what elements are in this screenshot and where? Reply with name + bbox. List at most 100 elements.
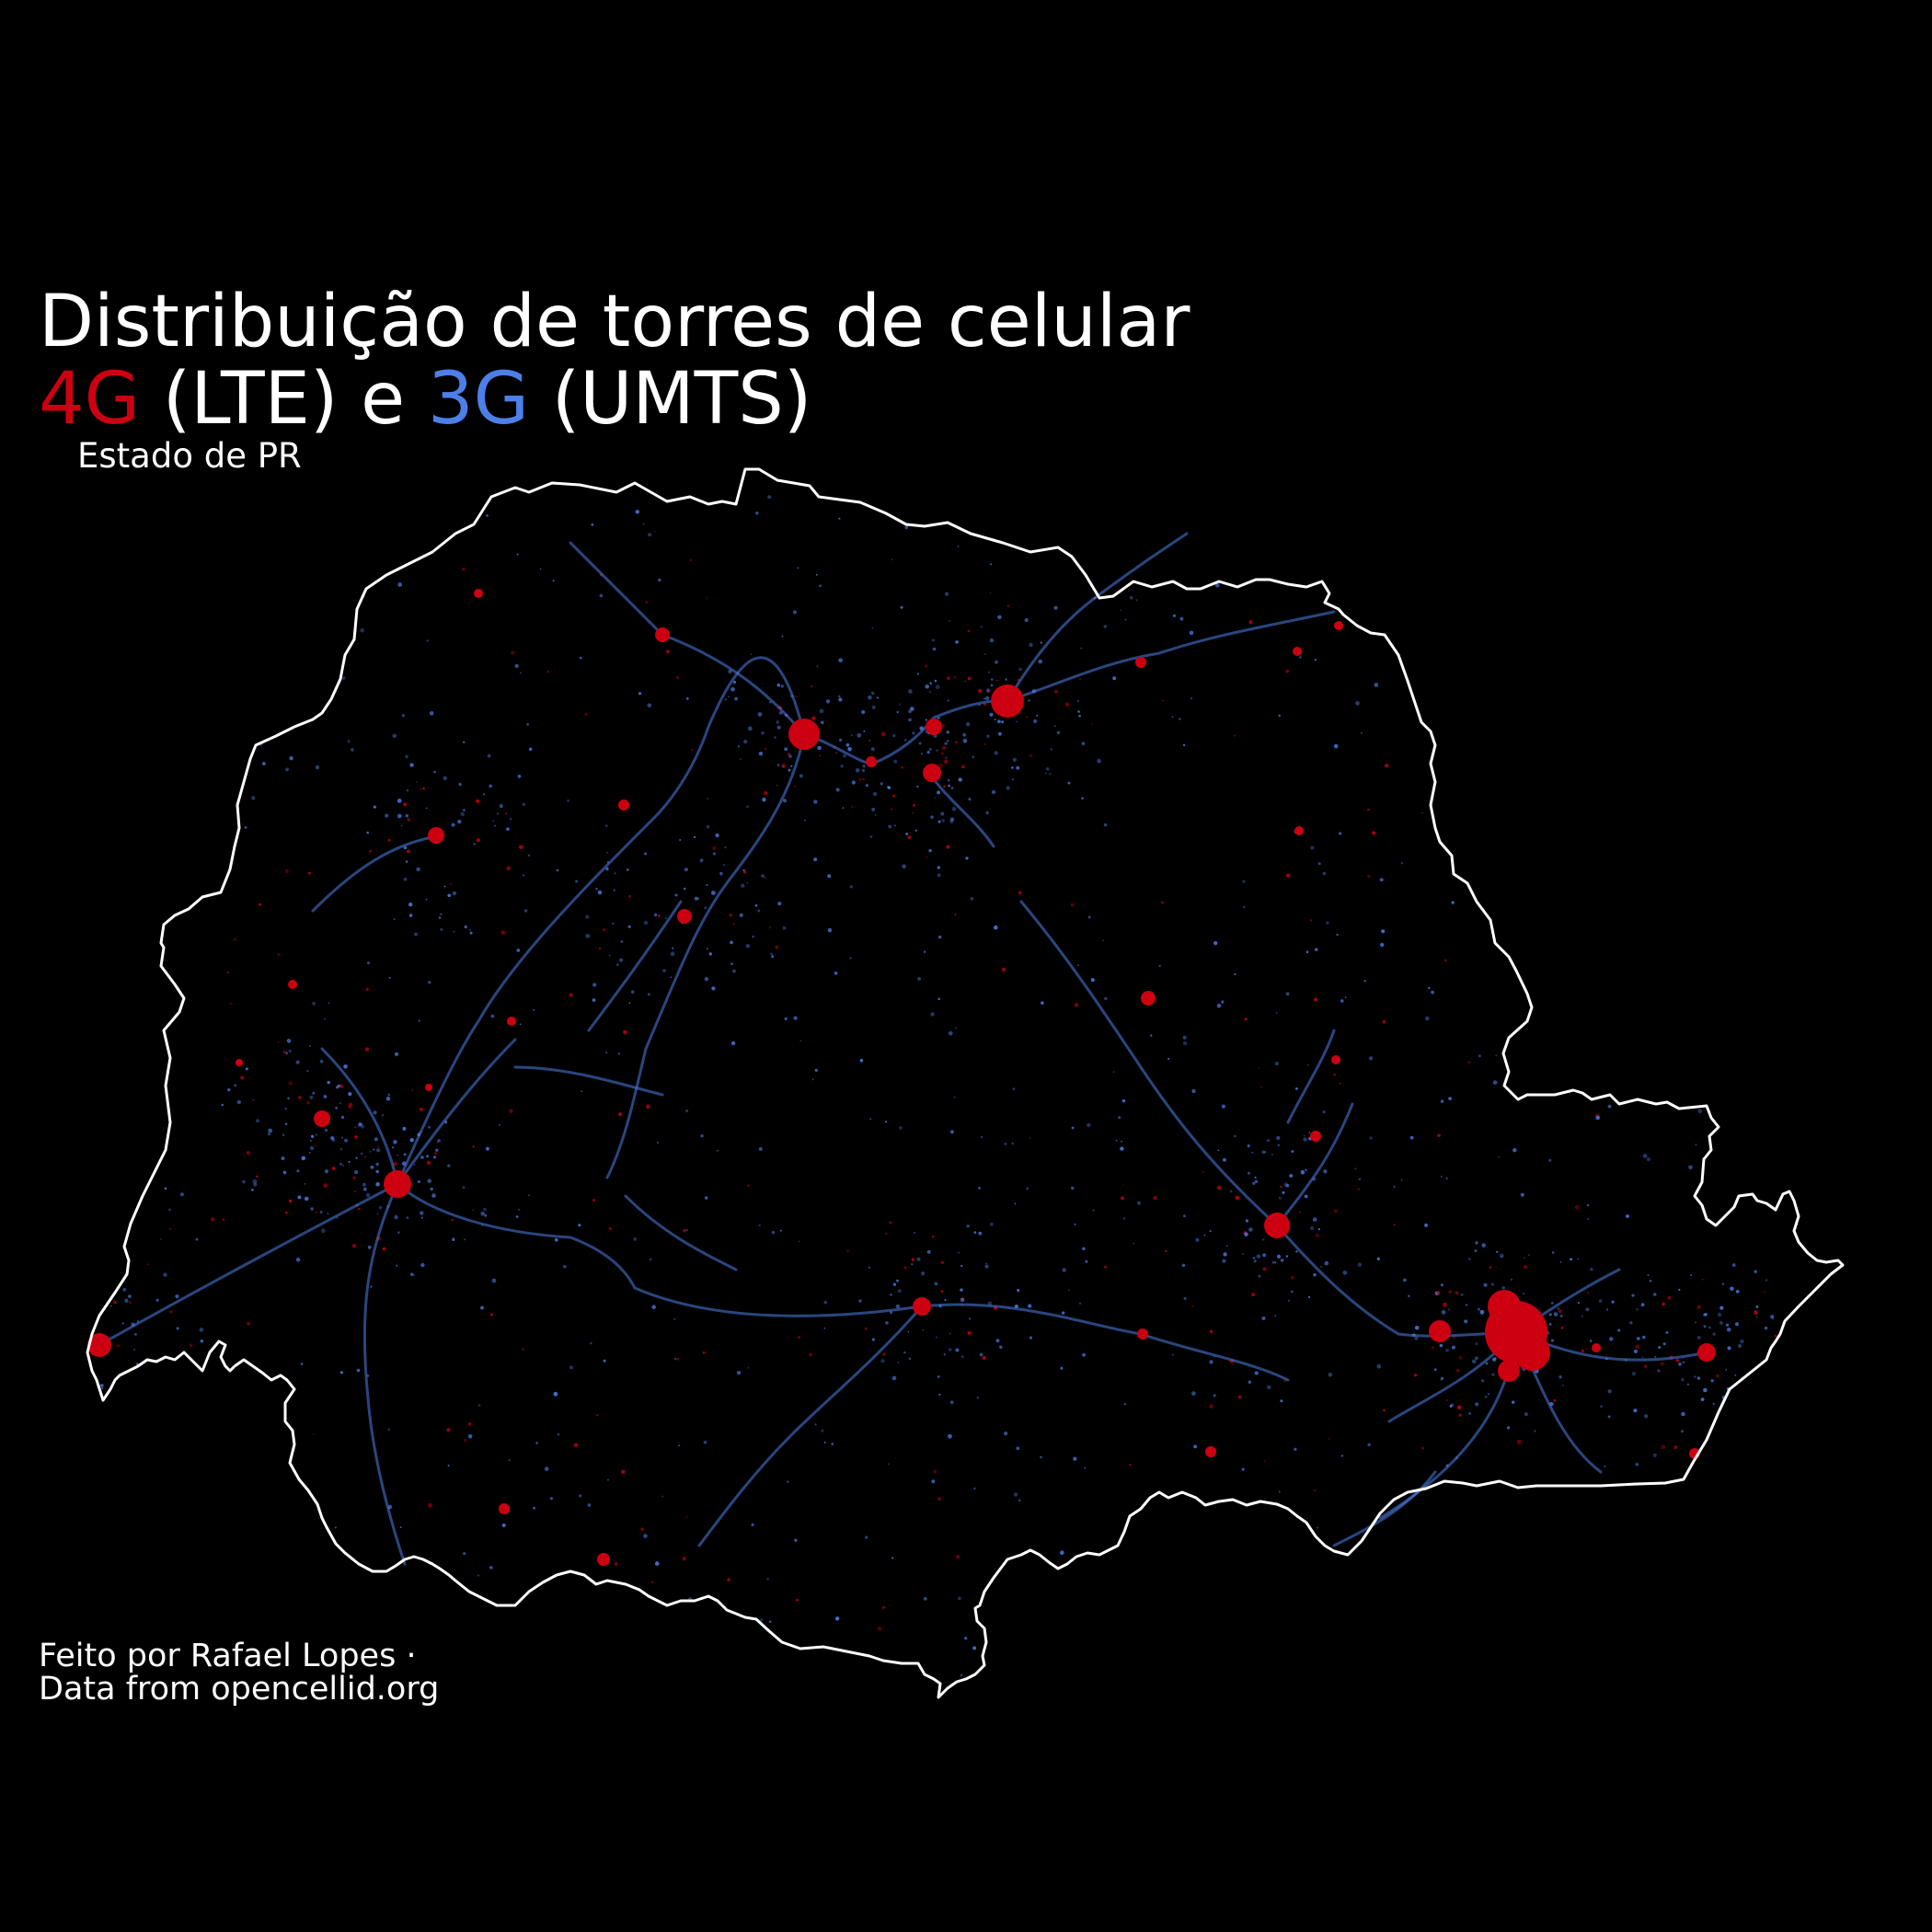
umts-tower-point: [1104, 996, 1108, 1001]
umts-tower-point: [1490, 1282, 1494, 1286]
umts-tower-point: [1182, 1035, 1187, 1040]
umts-tower-point: [1252, 1257, 1256, 1259]
umts-tower-point: [973, 1487, 976, 1489]
umts-tower-point: [133, 1332, 137, 1336]
umts-tower-point: [1649, 1279, 1652, 1282]
umts-tower-point: [1282, 1190, 1285, 1194]
umts-tower-point: [654, 1561, 660, 1566]
umts-tower-point: [1629, 1321, 1633, 1325]
umts-tower-point: [443, 776, 448, 781]
umts-tower-point: [643, 1534, 648, 1538]
umts-tower-point: [781, 635, 784, 638]
umts-tower-point: [799, 1040, 801, 1042]
lte-tower-point: [1421, 1446, 1424, 1450]
umts-tower-point: [978, 1231, 983, 1236]
umts-tower-point: [301, 1156, 306, 1161]
umts-tower-point: [1520, 1192, 1524, 1197]
lte-tower-point: [798, 1336, 800, 1339]
lte-tower-point: [675, 675, 680, 679]
lte-tower-point: [960, 765, 965, 769]
lte-tower-point: [892, 794, 896, 798]
umts-label: 3G: [427, 358, 530, 441]
umts-tower-point: [1254, 1176, 1257, 1179]
umts-tower-point: [312, 1002, 316, 1006]
umts-tower-point: [1376, 1257, 1380, 1260]
lte-tower-point: [1445, 1399, 1448, 1402]
umts-tower-point: [1595, 1115, 1600, 1121]
umts-tower-point: [949, 817, 955, 822]
umts-tower-point: [814, 1423, 817, 1426]
umts-tower-point: [315, 765, 320, 770]
umts-tower-point: [1501, 1285, 1506, 1290]
lte-tower-point: [598, 947, 602, 950]
umts-tower-point: [435, 1148, 439, 1152]
umts-tower-point: [405, 860, 408, 863]
umts-tower-point: [839, 738, 843, 742]
umts-tower-point: [612, 922, 615, 926]
umts-tower-point: [995, 1339, 1000, 1343]
umts-tower-point: [401, 714, 405, 718]
umts-tower-point: [385, 1096, 391, 1101]
umts-tower-point: [973, 1231, 977, 1234]
umts-tower-point: [1314, 948, 1318, 951]
umts-tower-point: [155, 1298, 159, 1302]
umts-tower-point: [658, 578, 661, 582]
umts-tower-point: [928, 747, 932, 752]
umts-tower-point: [1122, 1217, 1126, 1220]
umts-tower-point: [694, 835, 696, 839]
lte-tower-point: [628, 894, 632, 898]
umts-tower-point: [1607, 1389, 1612, 1394]
umts-tower-point: [1026, 1187, 1029, 1190]
umts-tower-point: [776, 725, 781, 730]
lte-tower-point: [1286, 873, 1291, 878]
umts-tower-point: [428, 981, 431, 984]
umts-tower-point: [1475, 1356, 1478, 1361]
lte-tower-point: [1238, 1395, 1242, 1399]
lte-tower-point: [288, 1199, 293, 1203]
umts-tower-point: [760, 874, 765, 879]
umts-tower-point: [1277, 1144, 1281, 1146]
umts-tower-point: [1553, 1312, 1558, 1317]
umts-tower-point: [1558, 1375, 1562, 1379]
umts-tower-point: [1291, 1290, 1294, 1294]
umts-tower-point: [1548, 1313, 1552, 1317]
lte-tower-point: [511, 650, 514, 655]
umts-tower-point: [642, 523, 645, 525]
umts-tower-point: [1712, 1402, 1715, 1405]
lte-tower-point: [640, 1527, 644, 1531]
umts-tower-point: [1500, 1253, 1504, 1259]
umts-tower-point: [751, 1523, 754, 1526]
lte-tower-point: [240, 1075, 245, 1080]
map-title: Distribuição de torres de celular 4G (LT…: [39, 283, 1190, 438]
umts-tower-point: [1121, 1098, 1126, 1103]
umts-tower-point: [1097, 758, 1101, 764]
lte-tower-point: [476, 799, 480, 803]
umts-tower-point: [1604, 1465, 1606, 1467]
lte-tower-point: [1558, 1309, 1562, 1313]
umts-tower-point: [603, 1359, 606, 1363]
umts-tower-point: [1367, 1443, 1371, 1447]
umts-tower-point: [746, 805, 749, 809]
umts-tower-point: [1637, 1337, 1640, 1340]
umts-tower-point: [1606, 1308, 1609, 1311]
lte-tower-point: [323, 1183, 328, 1188]
lte-tower-point: [877, 1627, 882, 1631]
umts-tower-point: [327, 1213, 329, 1215]
umts-tower-point: [403, 877, 408, 881]
lte-tower-point: [277, 1041, 280, 1043]
umts-tower-point: [779, 1229, 782, 1232]
umts-tower-point: [1285, 1183, 1290, 1188]
umts-tower-point: [908, 689, 913, 694]
umts-tower-point: [670, 951, 675, 957]
umts-tower-point: [452, 1238, 455, 1241]
umts-tower-point: [747, 726, 753, 731]
umts-tower-point: [1491, 1373, 1495, 1376]
umts-tower-point: [1120, 609, 1122, 612]
lte-tower-point: [1244, 1018, 1248, 1021]
lte-label: 4G: [39, 358, 141, 441]
umts-tower-point: [1077, 710, 1080, 713]
umts-tower-point: [1483, 1282, 1488, 1287]
umts-tower-point: [1150, 1034, 1153, 1037]
umts-tower-point: [928, 848, 932, 853]
umts-tower-point: [1478, 1054, 1481, 1058]
